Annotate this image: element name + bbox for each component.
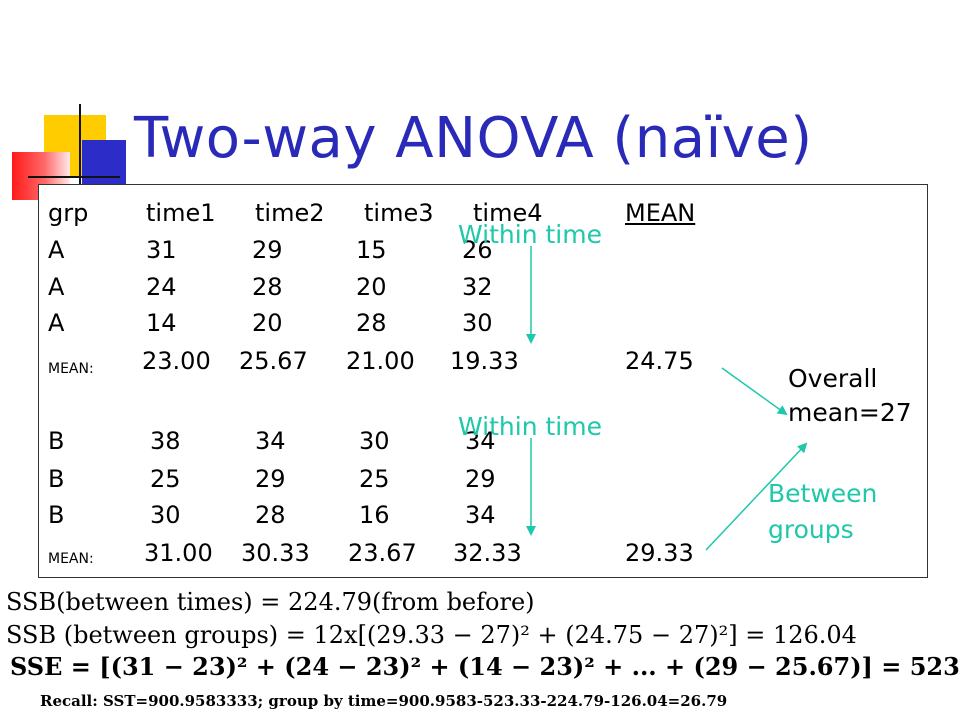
mean-value: 23.67	[348, 539, 417, 567]
table-cell: 30	[359, 427, 390, 455]
table-cell: 28	[252, 273, 283, 301]
header-time4: time4	[473, 199, 543, 227]
table-cell: A	[48, 236, 65, 264]
mean-value: 23.00	[142, 347, 211, 375]
table-cell: 24	[146, 273, 177, 301]
table-cell: 34	[255, 427, 286, 455]
table-cell: 30	[150, 501, 181, 529]
mean-label: MEAN:	[48, 361, 94, 377]
table-cell: 25	[359, 465, 390, 493]
table-cell: 28	[255, 501, 286, 529]
between-label-line1: Between	[768, 479, 878, 508]
slide-title: Two-way ANOVA (naïve)	[134, 106, 813, 171]
formula-ssb-between-groups: SSB (between groups) = 12x[(29.33 − 27)²…	[6, 621, 857, 649]
within-time-label-a: Within time	[458, 220, 602, 249]
table-cell: A	[48, 273, 65, 301]
mean-value: 30.33	[241, 539, 310, 567]
mean-value: 31.00	[144, 539, 213, 567]
table-cell: 25	[150, 465, 181, 493]
table-cell: 20	[356, 273, 387, 301]
table-cell: B	[48, 465, 65, 493]
within-time-label-b: Within time	[458, 412, 602, 441]
table-cell: 15	[356, 236, 387, 264]
header-grp: grp	[48, 199, 89, 227]
header-time1: time1	[146, 199, 216, 227]
table-cell: 32	[462, 273, 493, 301]
table-cell: B	[48, 501, 65, 529]
mean-value: 19.33	[450, 347, 519, 375]
header-mean: MEAN	[625, 199, 696, 227]
table-cell: 29	[255, 465, 286, 493]
table-cell: A	[48, 309, 65, 337]
mean-value: 21.00	[346, 347, 415, 375]
mean-value: 32.33	[453, 539, 522, 567]
overall-mean-label: Overall mean=27	[788, 362, 912, 430]
overall-label-line1: Overall	[788, 364, 878, 393]
table-cell: 20	[252, 309, 283, 337]
table-cell: 26	[462, 236, 493, 264]
mean-value: 25.67	[239, 347, 308, 375]
table-cell: 29	[252, 236, 283, 264]
table-cell: 38	[150, 427, 181, 455]
table-cell: 14	[146, 309, 177, 337]
table-cell: 34	[465, 427, 496, 455]
mean-label: MEAN:	[48, 551, 94, 567]
table-cell: 28	[356, 309, 387, 337]
header-time3: time3	[364, 199, 434, 227]
formula-sse: SSE = [(31 − 23)² + (24 − 23)² + (14 − 2…	[10, 652, 960, 681]
arrow-group-a-to-overall	[721, 367, 788, 416]
table-cell: 34	[465, 501, 496, 529]
table-cell: B	[48, 427, 65, 455]
table-cell: 29	[465, 465, 496, 493]
formula-ssb-between-times: SSB(between times) = 224.79(from before)	[6, 588, 535, 616]
overall-label-line2: mean=27	[788, 398, 912, 427]
data-table: grp time1 time2 time3 time4 MEAN A 31 29…	[38, 184, 928, 578]
header-time2: time2	[255, 199, 325, 227]
arrow-group-b-to-overall	[705, 442, 808, 551]
table-cell: 31	[146, 236, 177, 264]
decorative-horizontal-line	[28, 176, 120, 178]
table-cell: 16	[359, 501, 390, 529]
between-label-line2: groups	[768, 515, 854, 544]
group-a-mean-overall: 24.75	[625, 347, 694, 375]
table-cell: 30	[462, 309, 493, 337]
between-groups-label: Between groups	[768, 476, 877, 548]
decorative-vertical-line	[79, 104, 81, 199]
group-b-mean-overall: 29.33	[625, 539, 694, 567]
recall-note: Recall: SST=900.9583333; group by time=9…	[40, 692, 728, 710]
